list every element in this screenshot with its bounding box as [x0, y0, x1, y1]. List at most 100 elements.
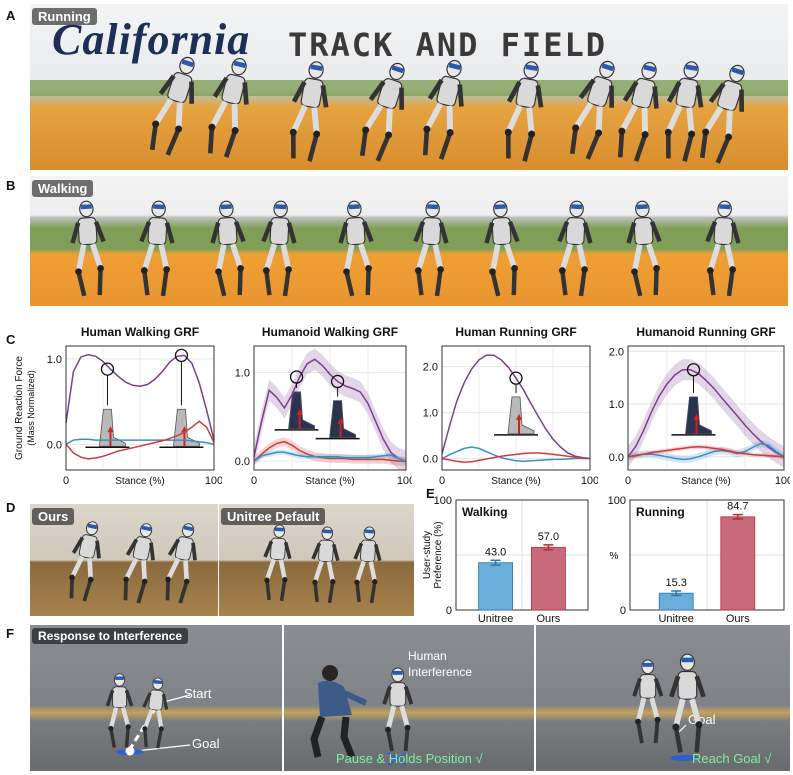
- robot-arm: [373, 543, 382, 562]
- robot-arm: [705, 220, 718, 243]
- robot-knee: [87, 576, 94, 583]
- robot-arm: [124, 689, 134, 707]
- robot-leg: [178, 580, 189, 604]
- bar-value-label: 15.3: [665, 577, 686, 589]
- robot-knee: [125, 724, 131, 730]
- robot-arm: [164, 222, 175, 244]
- axes-frame: [627, 345, 785, 471]
- robot-torso: [515, 77, 539, 109]
- robot-arm: [403, 685, 414, 705]
- robot-leg: [646, 243, 660, 270]
- robot-arm: [622, 80, 639, 102]
- robot-leg: [307, 133, 319, 162]
- x-axis-label: Stance (%): [491, 476, 540, 487]
- robot-leg: [290, 132, 296, 159]
- robot-arm: [210, 222, 221, 244]
- robot-visor: [391, 65, 404, 74]
- robot-leg: [290, 104, 308, 134]
- bar-unitree: [478, 562, 513, 611]
- robot-leg: [653, 268, 659, 296]
- robot-knee: [654, 716, 661, 723]
- robot-arm: [338, 222, 349, 244]
- y-tick-label: 2.0: [423, 362, 438, 374]
- robot-knee: [688, 130, 696, 138]
- foot-icon: [685, 396, 712, 435]
- robot-knee: [729, 266, 736, 273]
- robot-arm: [626, 222, 637, 244]
- human-label: Human: [408, 649, 447, 663]
- x-tick-label: Unitree: [658, 613, 693, 622]
- robot-arm: [95, 540, 101, 559]
- interference-photo-1: Response to Interference Start Goal: [30, 625, 282, 771]
- robot-head: [113, 673, 126, 687]
- robot-arm: [582, 222, 593, 244]
- x-axis-label: Stance (%): [115, 476, 164, 487]
- chart-title: Humanoid Walking GRF: [262, 325, 398, 339]
- y-tick-label: 0: [446, 605, 452, 617]
- robot-leg: [573, 101, 594, 130]
- robot-torso: [436, 75, 461, 107]
- robot-leg: [160, 269, 169, 297]
- robot-leg: [82, 578, 93, 602]
- robot-leg: [263, 243, 278, 272]
- x-tick-label: 0: [63, 475, 69, 487]
- walking-robot-figure: [338, 200, 374, 297]
- robot-arm: [291, 81, 307, 103]
- robot-arm: [233, 220, 246, 243]
- robot-leg: [504, 243, 518, 270]
- robot-knee: [208, 123, 216, 131]
- robot-leg: [231, 103, 239, 131]
- robot-torso: [217, 217, 238, 246]
- robots-interference-3: [536, 625, 790, 771]
- robot-torso: [389, 682, 407, 707]
- robot-leg: [715, 136, 731, 164]
- bar-value-label: 57.0: [538, 531, 559, 543]
- force-arrow-head-icon: [296, 408, 303, 415]
- unitree-default-tag: Unitree Default: [221, 508, 326, 525]
- robot-leg: [141, 243, 156, 272]
- robot-leg: [136, 580, 147, 604]
- series-line-blue: [627, 442, 785, 461]
- robot-leg: [725, 110, 733, 138]
- y-axis-label-2: Preference (%): [433, 521, 444, 588]
- robot-leg: [631, 244, 643, 273]
- foot-icon: [507, 396, 535, 435]
- robot-leg: [156, 709, 164, 730]
- robot-leg: [526, 107, 535, 135]
- robot-visor: [310, 64, 323, 72]
- robot-leg: [207, 127, 215, 154]
- robot-arm: [438, 222, 449, 244]
- robot-knee: [108, 725, 114, 732]
- robot-torso: [132, 536, 152, 561]
- robot-figure: [69, 521, 101, 602]
- robot-leg: [75, 244, 87, 273]
- foot-icon: [288, 391, 315, 430]
- x-tick-label: 0: [439, 475, 445, 487]
- pause-holds-label: Pause & Holds Position √: [336, 751, 483, 766]
- robot-head: [679, 653, 695, 671]
- panel-letter-b: B: [6, 178, 16, 193]
- running-robot-figure: [360, 62, 405, 162]
- robot-knee: [163, 266, 170, 273]
- robot-arm: [125, 538, 139, 556]
- robot-knee: [183, 578, 190, 585]
- robot-knee: [706, 267, 714, 274]
- y-tick-label: 0.0: [235, 456, 250, 468]
- robot-leg: [673, 698, 686, 728]
- series-line-purple: [65, 353, 215, 441]
- robot-knee: [262, 267, 270, 274]
- y-tick-label: 0.0: [423, 454, 438, 466]
- robot-torso: [491, 217, 512, 246]
- robot-head: [231, 57, 247, 76]
- robot-knee: [330, 579, 336, 585]
- robot-knee: [140, 267, 148, 274]
- robot-torso: [631, 77, 656, 109]
- robot-leg: [230, 243, 244, 270]
- force-arrow-head-icon: [693, 413, 700, 420]
- robot-knee: [414, 267, 422, 274]
- robot-leg: [617, 131, 625, 158]
- chart-title: Running: [636, 505, 685, 519]
- robot-leg: [326, 561, 335, 583]
- foot-icon: [329, 400, 356, 438]
- robot-leg: [365, 268, 371, 296]
